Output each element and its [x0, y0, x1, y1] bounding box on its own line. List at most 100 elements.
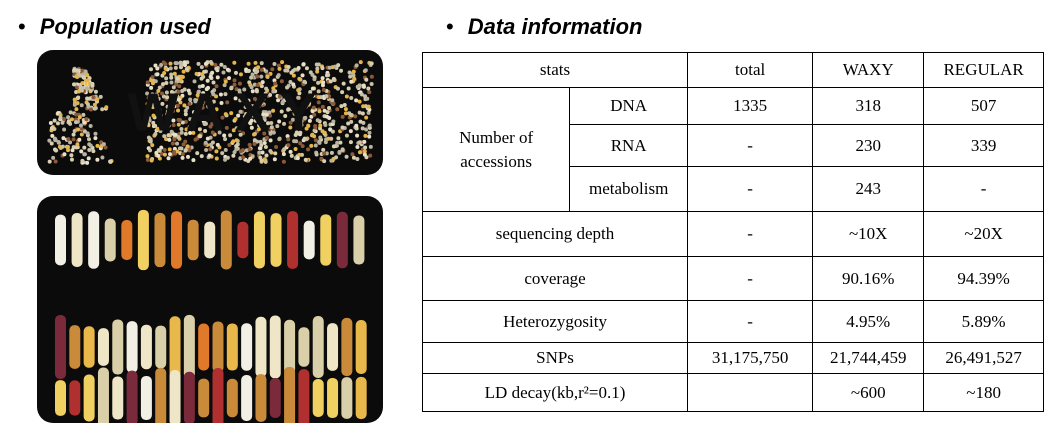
photo-detail: [145, 108, 150, 113]
photo-detail: [222, 64, 227, 69]
photo-detail: [183, 108, 188, 113]
photo-detail: [267, 110, 272, 115]
photo-detail: [180, 155, 185, 160]
photo-detail: [316, 89, 321, 94]
photo-detail: [95, 157, 100, 162]
table-row: SNPs 31,175,750 21,744,459 26,491,527: [421, 342, 1044, 374]
photo-detail: [274, 144, 279, 149]
photo-detail: [137, 209, 149, 271]
photo-detail: [145, 80, 150, 85]
photo-detail: [183, 119, 188, 124]
photo-detail: [320, 76, 325, 81]
photo-detail: [88, 123, 93, 128]
photo-detail: [153, 131, 158, 136]
table-row: coverage -90.16% 94.39%: [421, 256, 1044, 301]
photo-detail: [88, 211, 100, 269]
photo-detail: [277, 136, 282, 141]
photo-detail: [234, 138, 239, 143]
photo-detail: [265, 121, 270, 126]
photo-detail: [183, 131, 188, 136]
photo-detail: [69, 153, 74, 158]
photo-detail: [313, 124, 318, 129]
photo-detail: [85, 96, 90, 101]
photo-detail: [369, 74, 374, 79]
photo-detail: [307, 101, 312, 106]
photo-detail: [85, 78, 90, 83]
photo-detail: [146, 135, 151, 140]
photo-detail: [210, 70, 215, 75]
photo-detail: [354, 63, 359, 68]
photo-detail: [93, 106, 98, 111]
photo-detail: [223, 148, 228, 153]
photo-detail: [351, 69, 356, 74]
photo-detail: [259, 61, 264, 66]
photo-detail: [330, 98, 335, 103]
photo-detail: [176, 89, 181, 94]
photo-detail: [258, 139, 263, 144]
photo-detail: [82, 120, 87, 125]
photo-detail: [183, 112, 188, 117]
photo-detail: [252, 141, 257, 146]
photo-detail: [238, 132, 243, 137]
photo-detail: [159, 62, 164, 67]
photo-detail: [88, 143, 93, 148]
photo-detail: [315, 69, 320, 74]
photo-detail: [185, 105, 190, 110]
photo-detail: [250, 72, 255, 77]
photo-detail: [155, 325, 167, 369]
photo-detail: [331, 76, 336, 81]
photo-detail: [237, 88, 242, 93]
table-row: LD decay(kb,r²=0.1) ~600 ~180: [421, 373, 1044, 412]
photo-detail: [339, 104, 344, 109]
photo-detail: [256, 65, 261, 70]
photo-detail: [69, 157, 74, 162]
photo-detail: [264, 112, 269, 117]
photo-detail: [262, 140, 267, 145]
photo-detail: [74, 74, 79, 79]
photo-detail: [323, 123, 328, 128]
photo-detail: [61, 136, 66, 141]
photo-detail: [244, 112, 249, 117]
photo-detail: [55, 121, 60, 126]
photo-detail: [286, 97, 291, 102]
photo-detail: [276, 73, 281, 78]
photo-detail: [192, 110, 197, 115]
photo-detail: [215, 75, 220, 80]
photo-detail: [149, 78, 154, 83]
photo-detail: [366, 86, 371, 91]
photo-detail: [175, 76, 180, 81]
photo-detail: [336, 211, 348, 269]
photo-detail: [350, 152, 355, 157]
photo-detail: [255, 316, 267, 378]
photo-detail: [153, 123, 158, 128]
photo-detail: [146, 101, 151, 106]
photo-detail: [83, 326, 95, 368]
photo-detail: [79, 149, 84, 154]
photo-detail: [364, 127, 369, 132]
photo-detail: [57, 144, 62, 149]
photo-detail: [348, 74, 353, 79]
photo-detail: [323, 140, 328, 145]
photo-detail: [261, 112, 266, 117]
photo-detail: [328, 79, 333, 84]
photo-detail: [201, 100, 206, 105]
photo-detail: [184, 127, 189, 132]
photo-detail: [331, 144, 336, 149]
photo-detail: [163, 66, 168, 71]
photo-detail: [238, 149, 243, 154]
photo-detail: [304, 66, 309, 71]
photo-detail: [140, 375, 152, 421]
photo-detail: [272, 62, 277, 67]
photo-detail: [194, 71, 199, 76]
photo-detail: [349, 95, 354, 100]
photo-detail: [351, 155, 356, 160]
photo-detail: [222, 133, 227, 138]
photo-detail: [149, 158, 154, 163]
photo-detail: [341, 81, 346, 86]
photo-detail: [164, 137, 169, 142]
photo-detail: [273, 81, 278, 86]
photo-detail: [269, 315, 281, 379]
photo-detail: [268, 93, 273, 98]
photo-detail: [265, 74, 270, 79]
photo-detail: [83, 69, 88, 74]
